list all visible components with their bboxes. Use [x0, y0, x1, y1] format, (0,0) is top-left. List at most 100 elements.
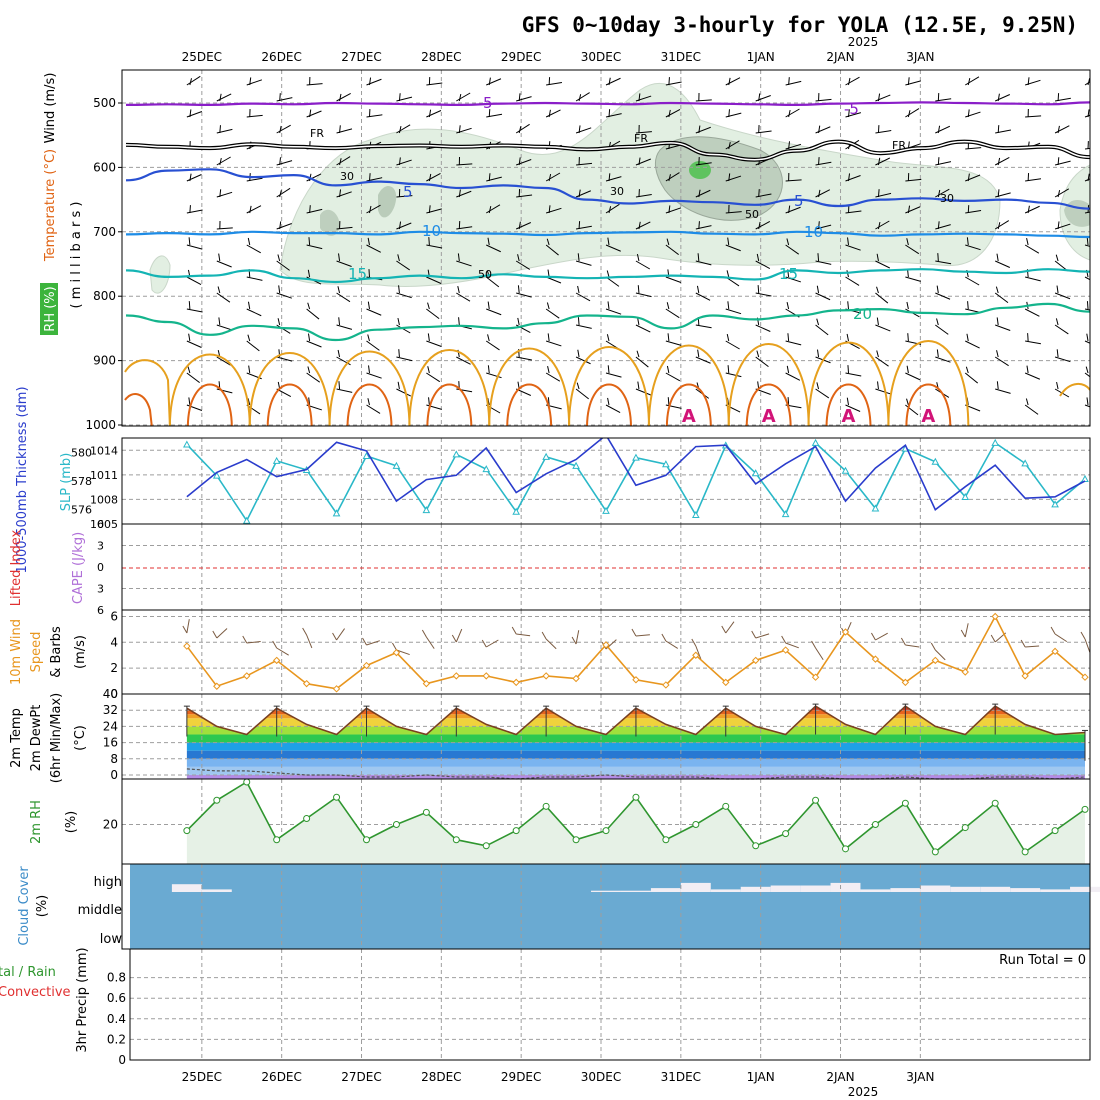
wind-barb — [1054, 324, 1069, 335]
rh-area-dark — [378, 185, 397, 218]
rh-marker — [482, 842, 490, 850]
rh-tick-label: 20 — [103, 818, 118, 832]
wind-barb — [635, 292, 652, 298]
wind-barb — [516, 159, 532, 166]
wind-barb — [605, 77, 621, 86]
wind-barb-flag — [996, 350, 999, 358]
wind-barb-flag — [818, 189, 821, 198]
wind-barb-flag — [277, 318, 281, 326]
wind-barb-flag — [1026, 238, 1029, 246]
wind-barb — [456, 388, 473, 393]
wind-speed-marker — [572, 674, 580, 683]
wind-barb — [186, 372, 200, 384]
temperature-contour — [125, 168, 1090, 210]
contour-label-5: 5 — [483, 94, 493, 112]
wind-speed-marker — [662, 681, 670, 689]
wind-barb-flag — [937, 221, 940, 230]
wind-barb — [216, 227, 233, 230]
rh-marker — [931, 848, 939, 856]
rh-marker — [452, 836, 460, 844]
rh-contour-label-50: 50 — [745, 208, 759, 221]
wind-barb-flag — [517, 285, 520, 294]
wind-barb — [1084, 308, 1090, 311]
wind-barb-flag — [846, 333, 849, 342]
chart-title: GFS 0~10day 3-hourly for YOLA (12.5E, 9.… — [522, 13, 1078, 37]
wind-barb — [1054, 97, 1071, 102]
surface-wind-barb-flag — [332, 632, 337, 641]
wind-barb — [276, 324, 291, 334]
wind-barb — [276, 124, 291, 134]
wind-barb-flag — [1087, 109, 1090, 118]
wind-tick-label: 2 — [110, 661, 118, 675]
wind-barb-flag — [638, 221, 641, 230]
wind-barb-flag — [1027, 333, 1029, 342]
wind-barb-flag — [997, 222, 1001, 230]
rh-marker — [662, 836, 670, 844]
wind-barb-flag — [247, 237, 251, 246]
surface-wind-barb — [635, 634, 650, 637]
wind-barb-flag — [788, 205, 791, 214]
wind-barb — [995, 129, 1011, 134]
wind10m-grid — [122, 610, 1090, 695]
wind-barb-flag — [577, 285, 580, 294]
wind-barb — [246, 276, 263, 281]
wind-barb — [815, 98, 832, 102]
wind-barb — [994, 94, 1011, 102]
wind-barb-flag — [906, 365, 909, 374]
wind-barb-flag — [907, 205, 911, 214]
wind-barb — [426, 173, 441, 182]
wind-barb — [1024, 205, 1040, 214]
wind-barb-flag — [848, 77, 851, 86]
wind-barb — [665, 109, 681, 118]
rh-marker — [213, 796, 221, 804]
wind-barb — [545, 244, 559, 256]
wind-barb-flag — [696, 285, 700, 294]
rh-marker — [512, 827, 520, 835]
rh-contour-label-30: 30 — [340, 170, 354, 183]
wind-barb — [575, 260, 592, 266]
wind-barb-flag — [995, 286, 999, 294]
top-date-axis: 25DEC 26DEC 27DEC 28DEC 29DEC 30DEC 31DEC 1JAN 2… — [182, 50, 935, 64]
wind-barb-flag — [398, 157, 401, 166]
wind-barb-flag — [818, 125, 821, 134]
wind-barb — [246, 340, 260, 352]
wind-barb — [1025, 340, 1041, 345]
surface-wind-barb — [785, 642, 799, 649]
wind-barb-flag — [428, 205, 431, 214]
wind-barb — [186, 308, 203, 313]
wind-barb — [965, 340, 980, 349]
wind-barb — [216, 191, 233, 198]
wind-barb-flag — [547, 333, 550, 342]
surface-wind-barb — [905, 644, 920, 648]
wind-barb — [456, 190, 472, 198]
rh-contour-label-30: 30 — [940, 192, 954, 205]
surface-wind-barb-flag — [391, 642, 397, 651]
contour-label-15: 15 — [348, 265, 367, 283]
wind-barb — [965, 276, 980, 286]
lifted-index-tick-label: 6 — [97, 518, 104, 531]
wind-barb — [755, 95, 771, 102]
wind-barb-flag — [367, 301, 370, 310]
slp-marker — [931, 457, 940, 465]
wind-barb-flag — [967, 301, 969, 310]
wind-barb — [725, 308, 742, 315]
surface-wind-barb-flag — [571, 636, 577, 645]
wind-barb-flag — [488, 206, 492, 214]
wind-barb — [755, 324, 771, 332]
wind-barb — [695, 126, 711, 134]
rh-marker — [1081, 805, 1089, 813]
wind-barb — [755, 356, 769, 368]
high-cloud-bar — [830, 882, 861, 892]
wind-barb — [1084, 340, 1090, 344]
slp-marker — [242, 516, 251, 524]
temperature-band — [186, 742, 1086, 751]
wind-barb — [396, 260, 410, 271]
wind-barb — [186, 276, 202, 285]
wind-barb — [456, 260, 472, 267]
wind-barb-flag — [548, 109, 551, 118]
wind-barb — [366, 204, 381, 214]
wind-barb-flag — [1086, 333, 1089, 342]
wind-barb — [186, 404, 203, 411]
wind-barb-flag — [668, 77, 670, 86]
wind-barb — [994, 356, 1009, 367]
